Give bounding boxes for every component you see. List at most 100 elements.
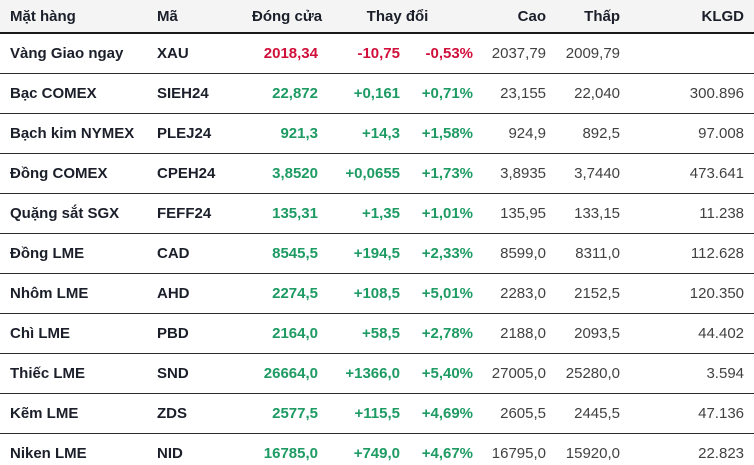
cell-change-pct: +0,71% — [402, 73, 476, 114]
cell-change-pct: +1,01% — [402, 193, 476, 234]
cell-change-pct: +2,33% — [402, 233, 476, 274]
cell-close: 2164,0 — [250, 313, 320, 354]
column-header-name: Mặt hàng — [0, 0, 150, 34]
cell-low: 25280,0 — [548, 353, 623, 394]
table-row[interactable]: Đồng LME CAD 8545,5 +194,5 +2,33% 8599,0 8311,… — [0, 233, 754, 274]
column-header-close: Đóng cửa — [250, 0, 322, 34]
cell-name: Đồng COMEX — [0, 153, 150, 194]
cell-volume: 473.641 — [622, 153, 754, 194]
table-row[interactable]: Đồng COMEX CPEH24 3,8520 +0,0655 +1,73% 3,893… — [0, 153, 754, 194]
column-header-high: Cao — [475, 0, 549, 34]
cell-change: -10,75 — [320, 33, 402, 74]
cell-name: Kẽm LME — [0, 393, 150, 434]
cell-volume: 300.896 — [622, 73, 754, 114]
cell-volume: 44.402 — [622, 313, 754, 354]
cell-code: ZDS — [150, 393, 250, 434]
cell-volume: 3.594 — [622, 353, 754, 394]
cell-low: 22,040 — [548, 73, 623, 114]
column-header-volume: KLGD — [622, 0, 754, 34]
cell-name: Chì LME — [0, 313, 150, 354]
table-row[interactable]: Bạc COMEX SIEH24 22,872 +0,161 +0,71% 23,155 2… — [0, 73, 754, 114]
cell-code: XAU — [150, 33, 250, 74]
cell-high: 3,8935 — [475, 153, 549, 194]
cell-change-pct: +1,73% — [402, 153, 476, 194]
cell-change-pct: +4,67% — [402, 433, 476, 465]
cell-close: 135,31 — [250, 193, 320, 234]
cell-change: +108,5 — [320, 273, 402, 314]
cell-volume: 97.008 — [622, 113, 754, 154]
table-row[interactable]: Niken LME NID 16785,0 +749,0 +4,67% 16795,0 15… — [0, 433, 754, 465]
cell-low: 15920,0 — [548, 433, 623, 465]
cell-change: +1,35 — [320, 193, 402, 234]
cell-low: 8311,0 — [548, 233, 623, 274]
table-row[interactable]: Vàng Giao ngay XAU 2018,34 -10,75 -0,53% 2037… — [0, 33, 754, 74]
cell-low: 3,7440 — [548, 153, 623, 194]
cell-close: 921,3 — [250, 113, 320, 154]
cell-name: Đồng LME — [0, 233, 150, 274]
cell-high: 27005,0 — [475, 353, 549, 394]
cell-close: 26664,0 — [250, 353, 320, 394]
table-row[interactable]: Thiếc LME SND 26664,0 +1366,0 +5,40% 27005,0 2… — [0, 353, 754, 394]
cell-name: Thiếc LME — [0, 353, 150, 394]
cell-close: 2577,5 — [250, 393, 320, 434]
cell-code: PBD — [150, 313, 250, 354]
cell-code: NID — [150, 433, 250, 465]
cell-code: FEFF24 — [150, 193, 250, 234]
cell-high: 16795,0 — [475, 433, 549, 465]
cell-name: Nhôm LME — [0, 273, 150, 314]
cell-change: +194,5 — [320, 233, 402, 274]
cell-change-pct: +5,01% — [402, 273, 476, 314]
cell-change: +0,161 — [320, 73, 402, 114]
cell-volume: 47.136 — [622, 393, 754, 434]
cell-change: +115,5 — [320, 393, 402, 434]
cell-change: +58,5 — [320, 313, 402, 354]
table-body: Vàng Giao ngay XAU 2018,34 -10,75 -0,53% 2037… — [0, 33, 754, 465]
cell-high: 924,9 — [475, 113, 549, 154]
cell-close: 22,872 — [250, 73, 320, 114]
column-header-low: Thấp — [548, 0, 623, 34]
cell-volume: 22.823 — [622, 433, 754, 465]
cell-name: Niken LME — [0, 433, 150, 465]
cell-high: 2283,0 — [475, 273, 549, 314]
header-row: Mặt hàng Mã Đóng cửa Thay đổi Cao Thấp K… — [0, 0, 754, 34]
table-row[interactable]: Nhôm LME AHD 2274,5 +108,5 +5,01% 2283,0 2152,… — [0, 273, 754, 314]
cell-close: 8545,5 — [250, 233, 320, 274]
cell-code: CPEH24 — [150, 153, 250, 194]
cell-code: SIEH24 — [150, 73, 250, 114]
table-row[interactable]: Quặng sắt SGX FEFF24 135,31 +1,35 +1,01% 135,… — [0, 193, 754, 234]
cell-change-pct: +5,40% — [402, 353, 476, 394]
cell-change: +1366,0 — [320, 353, 402, 394]
cell-change-pct: +1,58% — [402, 113, 476, 154]
cell-name: Vàng Giao ngay — [0, 33, 150, 74]
cell-change-pct: +4,69% — [402, 393, 476, 434]
cell-low: 2445,5 — [548, 393, 623, 434]
column-header-change: Thay đổi — [320, 0, 476, 34]
cell-close: 2274,5 — [250, 273, 320, 314]
cell-low: 2093,5 — [548, 313, 623, 354]
cell-volume: 112.628 — [622, 233, 754, 274]
cell-close: 2018,34 — [250, 33, 320, 74]
table-row[interactable]: Bạch kim NYMEX PLEJ24 921,3 +14,3 +1,58% 924,… — [0, 113, 754, 154]
cell-high: 23,155 — [475, 73, 549, 114]
cell-low: 133,15 — [548, 193, 623, 234]
cell-high: 135,95 — [475, 193, 549, 234]
cell-name: Quặng sắt SGX — [0, 193, 150, 234]
cell-change-pct: +2,78% — [402, 313, 476, 354]
cell-change: +0,0655 — [320, 153, 402, 194]
cell-volume: 11.238 — [622, 193, 754, 234]
table-row[interactable]: Kẽm LME ZDS 2577,5 +115,5 +4,69% 2605,5 2445,5… — [0, 393, 754, 434]
cell-code: AHD — [150, 273, 250, 314]
cell-code: CAD — [150, 233, 250, 274]
cell-low: 2152,5 — [548, 273, 623, 314]
cell-high: 2037,79 — [475, 33, 549, 74]
cell-high: 2605,5 — [475, 393, 549, 434]
column-header-code: Mã — [150, 0, 250, 34]
table-row[interactable]: Chì LME PBD 2164,0 +58,5 +2,78% 2188,0 2093,5 4… — [0, 313, 754, 354]
cell-code: PLEJ24 — [150, 113, 250, 154]
cell-change: +749,0 — [320, 433, 402, 465]
cell-volume: 120.350 — [622, 273, 754, 314]
cell-name: Bạc COMEX — [0, 73, 150, 114]
cell-volume — [622, 33, 754, 74]
table-header: Mặt hàng Mã Đóng cửa Thay đổi Cao Thấp K… — [0, 0, 754, 34]
